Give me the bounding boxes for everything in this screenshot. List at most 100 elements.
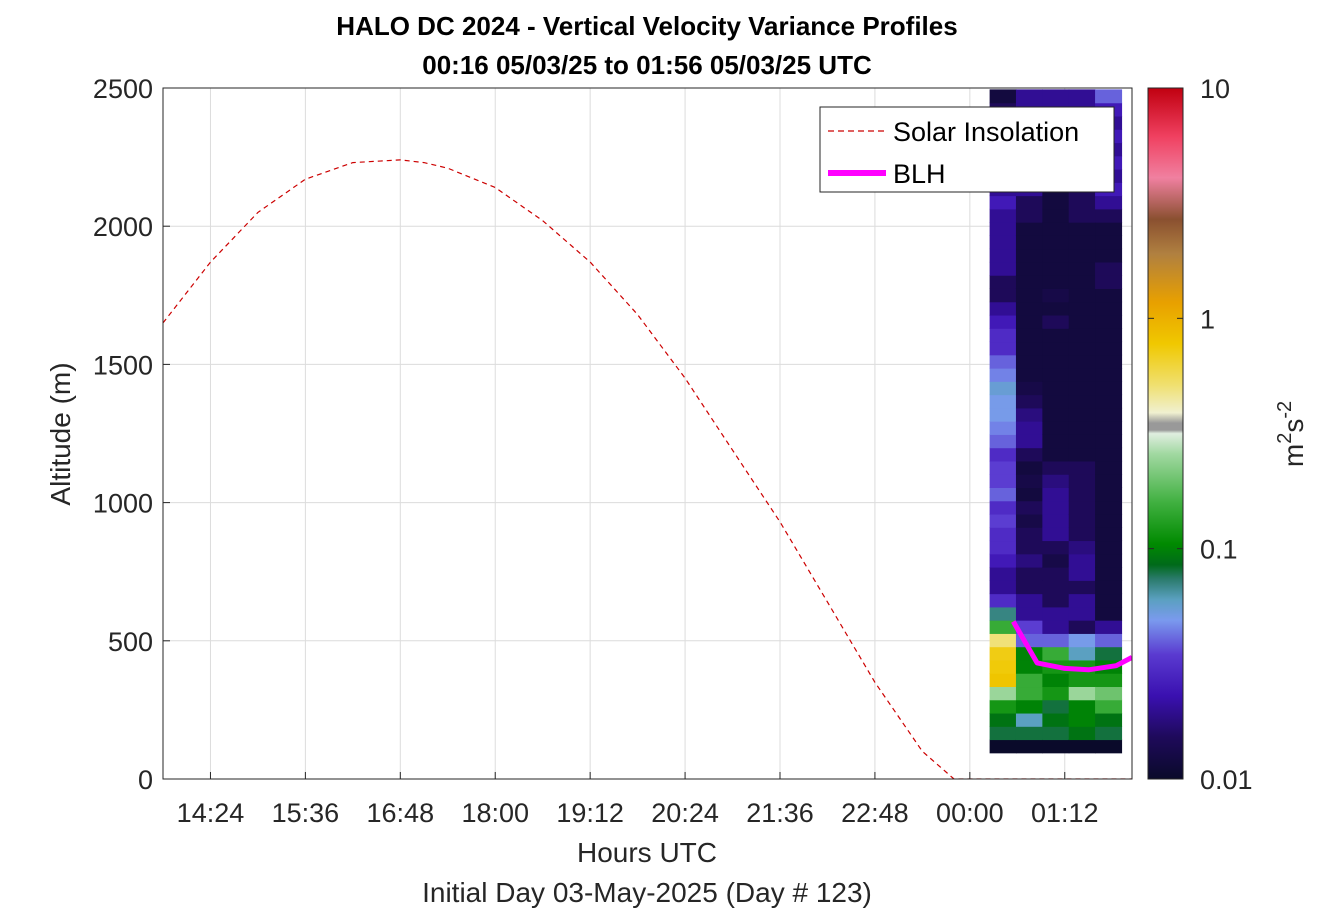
heatmap-cell bbox=[1015, 235, 1043, 250]
heatmap-cell bbox=[1095, 288, 1123, 303]
heatmap-cell bbox=[1015, 314, 1043, 329]
heatmap-cell bbox=[989, 367, 1017, 382]
heatmap-cell bbox=[1068, 328, 1096, 343]
heatmap-cell bbox=[1068, 606, 1096, 621]
heatmap-cell bbox=[1042, 394, 1070, 409]
heatmap-cell bbox=[1095, 195, 1123, 210]
heatmap-cell bbox=[1042, 739, 1070, 754]
heatmap-cell bbox=[1095, 712, 1123, 727]
heatmap-cell bbox=[1095, 673, 1123, 688]
heatmap-cell bbox=[1095, 739, 1123, 754]
heatmap-cell bbox=[1095, 513, 1123, 528]
heatmap-cell bbox=[989, 460, 1017, 475]
y-tick-label: 2000 bbox=[93, 212, 153, 242]
heatmap-cell bbox=[1095, 474, 1123, 488]
heatmap-cell bbox=[1095, 89, 1123, 104]
heatmap-cell bbox=[1095, 447, 1123, 462]
x-tick-label: 01:12 bbox=[1031, 798, 1099, 828]
heatmap-cell bbox=[989, 580, 1017, 595]
heatmap-cell bbox=[989, 474, 1017, 488]
heatmap-cell bbox=[1042, 407, 1070, 422]
heatmap-cell bbox=[1068, 208, 1096, 223]
heatmap-cell bbox=[1068, 633, 1096, 648]
heatmap-cell bbox=[1015, 474, 1043, 488]
heatmap-cell bbox=[1015, 500, 1043, 515]
heatmap-cell bbox=[1015, 407, 1043, 422]
heatmap-cell bbox=[1095, 208, 1123, 223]
heatmap-cell bbox=[1068, 540, 1096, 555]
heatmap-cell bbox=[1015, 208, 1043, 223]
heatmap-cell bbox=[989, 235, 1017, 250]
heatmap-cell bbox=[1015, 434, 1043, 449]
plot-frame bbox=[162, 87, 1133, 780]
heatmap-cell bbox=[1015, 726, 1043, 741]
y-tick-label: 500 bbox=[108, 627, 153, 657]
heatmap-cell bbox=[989, 527, 1017, 542]
colorbar-tick-label: 0.01 bbox=[1200, 765, 1253, 795]
x-tick-label: 21:36 bbox=[746, 798, 814, 828]
heatmap-cell bbox=[1042, 686, 1070, 701]
heatmap-cell bbox=[989, 606, 1017, 621]
heatmap-cell bbox=[1095, 275, 1123, 289]
heatmap-cell bbox=[1068, 500, 1096, 515]
x-axis-sublabel: Initial Day 03-May-2025 (Day # 123) bbox=[422, 877, 872, 908]
heatmap-cell bbox=[1042, 195, 1070, 210]
heatmap-cell bbox=[1068, 407, 1096, 422]
heatmap-cell bbox=[989, 487, 1017, 502]
heatmap-cell bbox=[1042, 699, 1070, 714]
heatmap-cell bbox=[1015, 553, 1043, 568]
heatmap-cell bbox=[989, 248, 1017, 263]
heatmap-cell bbox=[1042, 421, 1070, 435]
heatmap-cell bbox=[1042, 261, 1070, 276]
legend-box bbox=[819, 106, 1115, 193]
heatmap-cell bbox=[989, 726, 1017, 741]
legend: Solar Insolation BLH bbox=[819, 106, 1115, 193]
heatmap-cell bbox=[1068, 527, 1096, 542]
heatmap-cell bbox=[989, 195, 1017, 210]
heatmap-cell bbox=[1068, 314, 1096, 329]
heatmap-cell bbox=[989, 553, 1017, 568]
heatmap-cell bbox=[989, 633, 1017, 648]
heatmap-cell bbox=[989, 261, 1017, 276]
heatmap-cell bbox=[1068, 487, 1096, 502]
y-axis-label: Altitude (m) bbox=[45, 362, 76, 505]
heatmap-cell bbox=[1015, 527, 1043, 542]
heatmap-cell bbox=[1042, 301, 1070, 316]
heatmap-cell bbox=[1068, 248, 1096, 263]
heatmap-cell bbox=[1015, 580, 1043, 595]
heatmap-cell bbox=[1095, 421, 1123, 435]
x-tick-label: 20:24 bbox=[651, 798, 719, 828]
heatmap-cell bbox=[1042, 567, 1070, 581]
heatmap-cell bbox=[1042, 553, 1070, 568]
heatmap-cell bbox=[1015, 89, 1043, 104]
heatmap-cell bbox=[1015, 222, 1043, 236]
heatmap-cell bbox=[1068, 341, 1096, 356]
heatmap-cell bbox=[1042, 341, 1070, 356]
heatmap-cell bbox=[1095, 235, 1123, 250]
heatmap-cell bbox=[1068, 567, 1096, 581]
heatmap-cell bbox=[1042, 500, 1070, 515]
heatmap-cell bbox=[989, 513, 1017, 528]
heatmap-cell bbox=[1095, 593, 1123, 608]
heatmap-cell bbox=[1015, 487, 1043, 502]
heatmap-cell bbox=[1068, 739, 1096, 754]
colorbar-tick-label: 10 bbox=[1200, 74, 1230, 104]
heatmap-cell bbox=[1015, 540, 1043, 555]
heatmap-cell bbox=[1095, 301, 1123, 316]
heatmap-cell bbox=[989, 540, 1017, 555]
heatmap-cell bbox=[989, 208, 1017, 223]
heatmap-cell bbox=[989, 341, 1017, 356]
heatmap-cell bbox=[1015, 275, 1043, 289]
heatmap-cell bbox=[989, 593, 1017, 608]
heatmap-cell bbox=[1042, 235, 1070, 250]
heatmap-cell bbox=[1015, 699, 1043, 714]
heatmap-cell bbox=[1095, 394, 1123, 409]
heatmap-cell bbox=[1042, 487, 1070, 502]
heatmap-cell bbox=[989, 407, 1017, 422]
heatmap-cell bbox=[1095, 527, 1123, 542]
heatmap-cell bbox=[1042, 606, 1070, 621]
heatmap-cell bbox=[1068, 646, 1096, 661]
heatmap-cell bbox=[1042, 248, 1070, 263]
heatmap-cell bbox=[1015, 381, 1043, 396]
